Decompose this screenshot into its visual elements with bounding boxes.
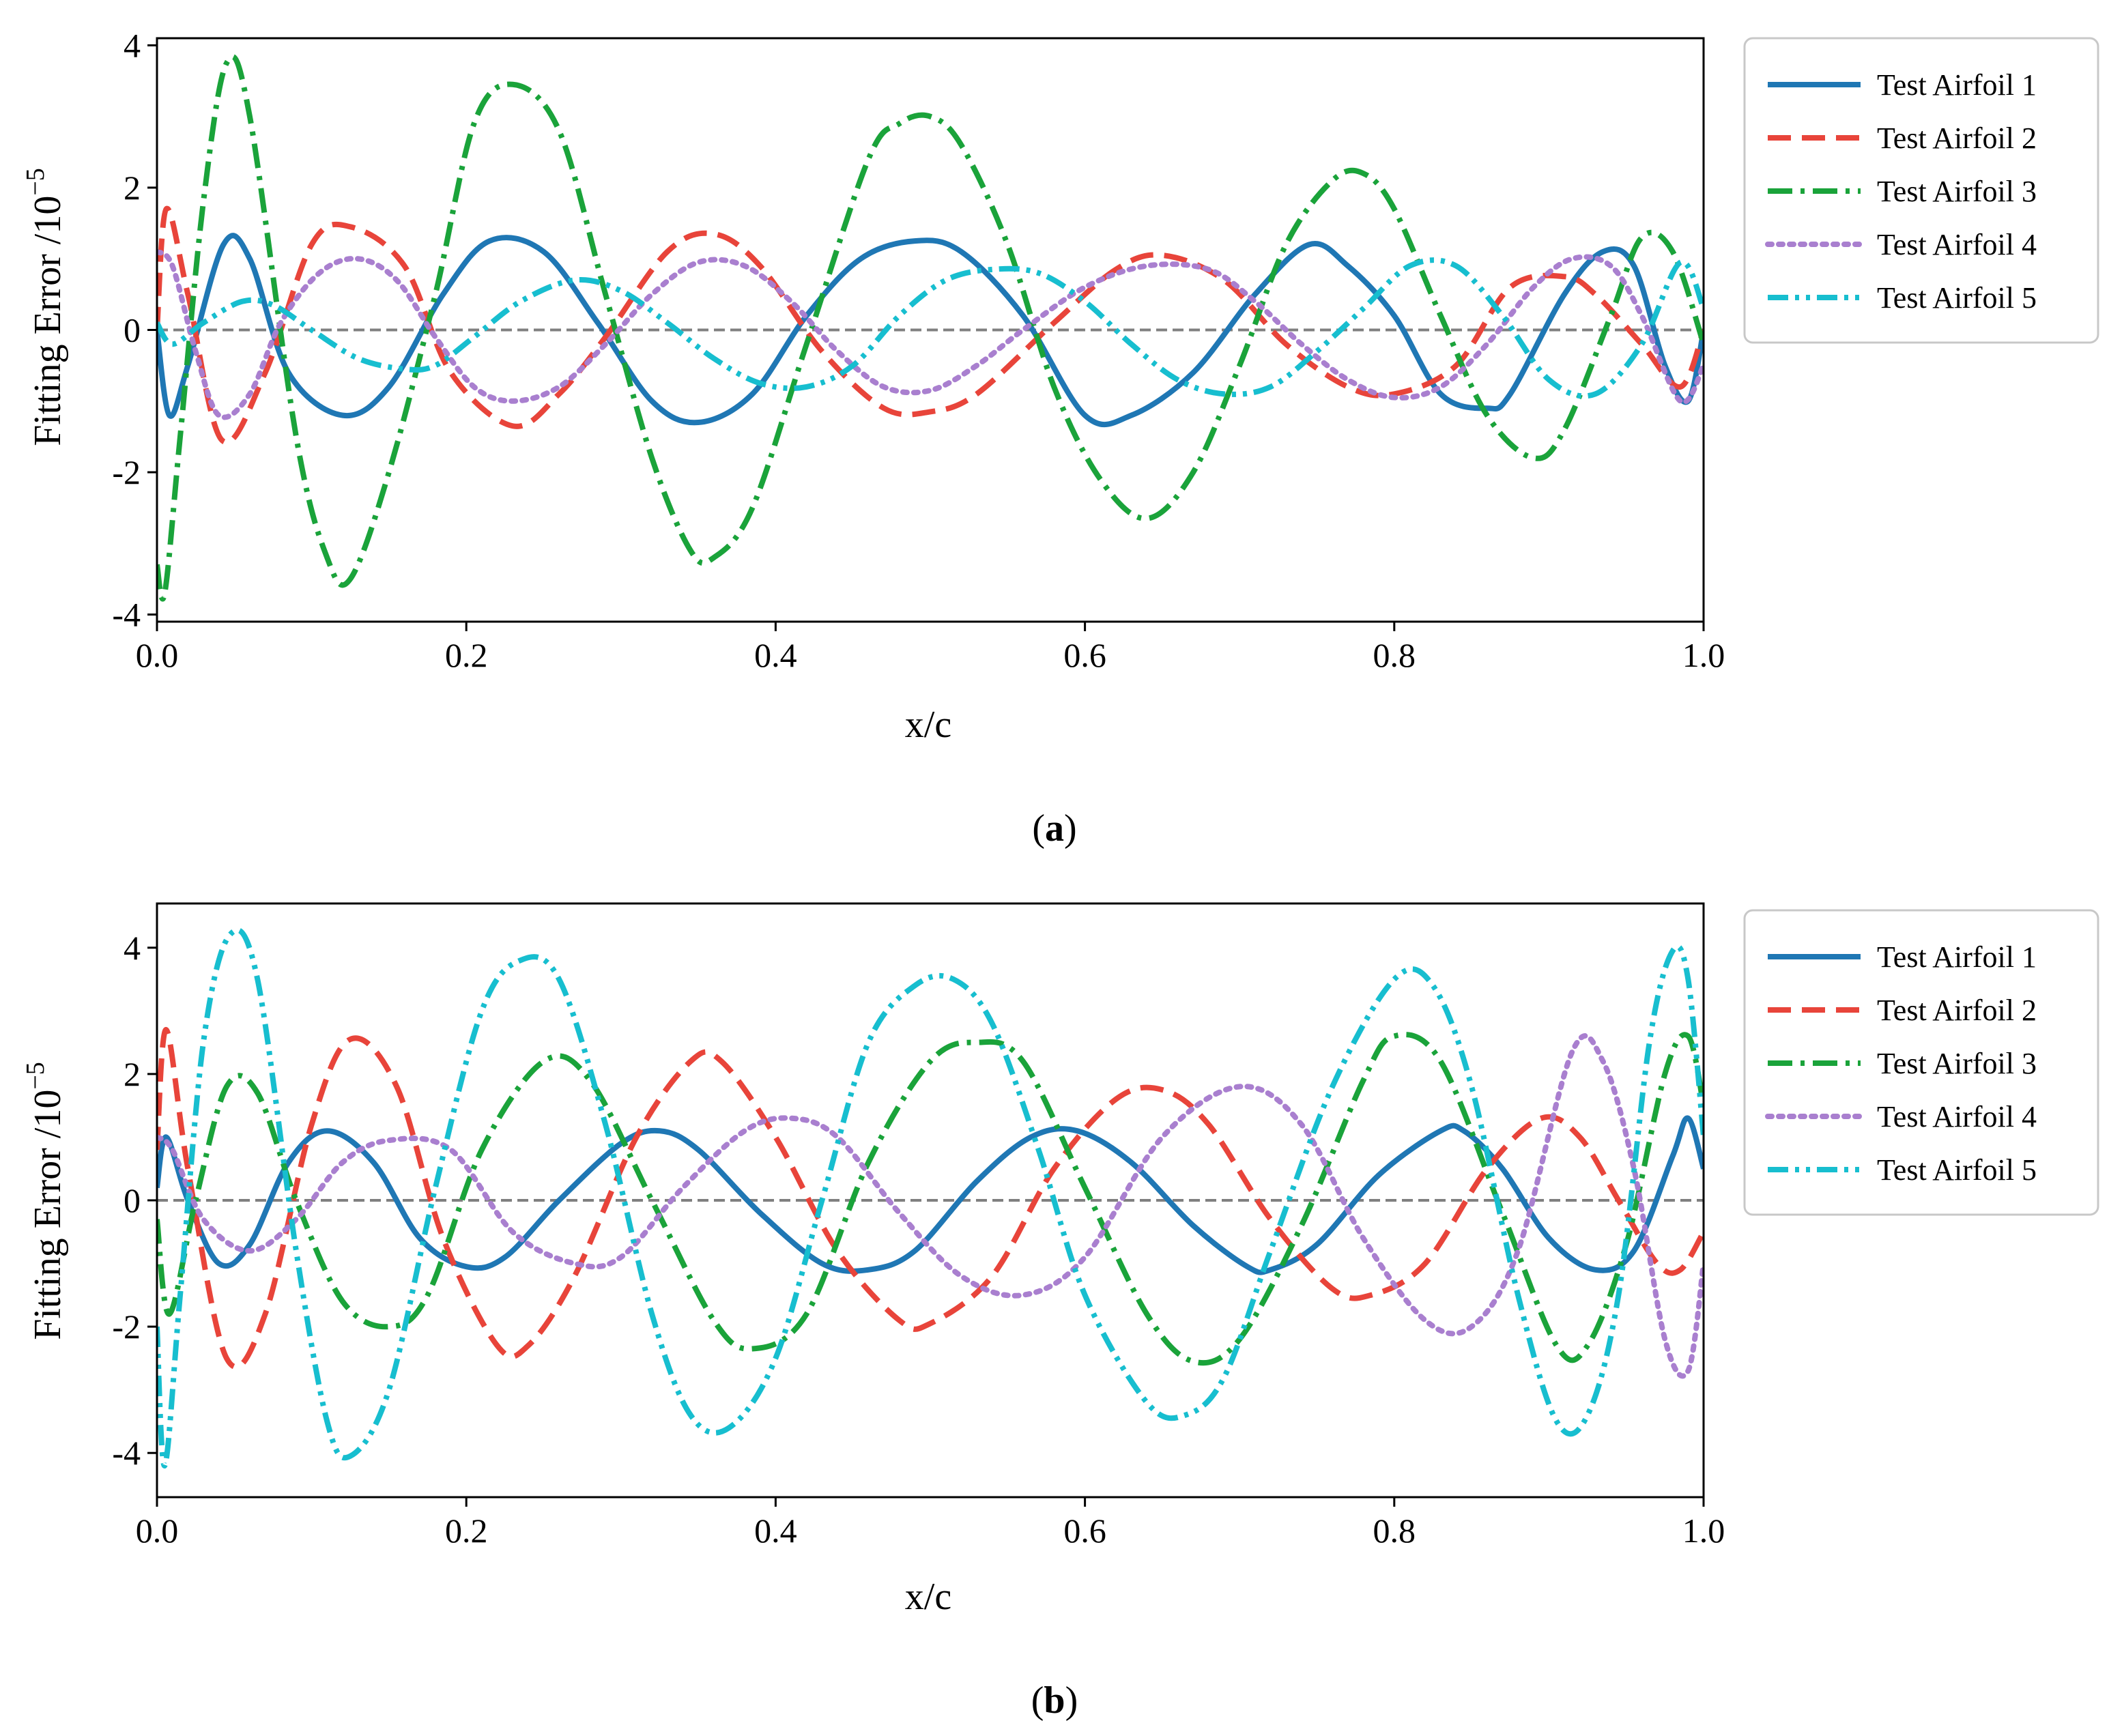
panel-b-caption: (b) xyxy=(1031,1679,1078,1722)
panel-b-plot: 0.0 0.2 0.4 0.6 0.8 1.0 -4 -2 0 2 4 xyxy=(112,902,1725,1550)
panel-a-legend: Test Airfoil 1 Test Airfoil 2 Test Airfoil… xyxy=(1743,37,2099,344)
panel-a-xlabel: x/c xyxy=(905,704,951,746)
panel-b-ylabel: Fitting Error /10−5 xyxy=(21,1062,69,1340)
legend-frame xyxy=(1743,37,2099,344)
y-tick-label: -4 xyxy=(112,596,141,634)
panel-a-caption: (a) xyxy=(1032,807,1076,850)
legend-label-1: Test Airfoil 1 xyxy=(1877,68,2037,102)
series-line-1 xyxy=(157,1115,1704,1275)
legend-label-5: Test Airfoil 5 xyxy=(1877,1153,2037,1187)
series-line-5 xyxy=(157,927,1704,1469)
legend-label-4: Test Airfoil 4 xyxy=(1877,1100,2037,1133)
x-tick-label: 0.6 xyxy=(1063,636,1106,674)
x-tick-label: 1.0 xyxy=(1682,1511,1725,1550)
y-tick-label: 2 xyxy=(124,1055,141,1093)
y-tick-label: 4 xyxy=(124,929,141,967)
series-line-5 xyxy=(157,257,1704,399)
x-tick-label: 0.4 xyxy=(754,1511,797,1550)
legend-label-3: Test Airfoil 3 xyxy=(1877,1047,2037,1080)
y-tick-label: -4 xyxy=(112,1434,141,1472)
x-tick-label: 0.6 xyxy=(1063,1511,1106,1550)
panel-a-ylabel: Fitting Error /10−5 xyxy=(21,168,69,446)
series-line-4 xyxy=(157,1033,1704,1379)
x-tick-label: 1.0 xyxy=(1682,636,1725,674)
y-tick-label: 0 xyxy=(124,311,141,349)
x-tick-label: 0.8 xyxy=(1373,636,1416,674)
legend-label-1: Test Airfoil 1 xyxy=(1877,940,2037,974)
series-lines xyxy=(157,54,1704,602)
legend-label-2: Test Airfoil 2 xyxy=(1877,121,2037,155)
x-tick-label: 0.0 xyxy=(136,636,179,674)
x-tick-label: 0.2 xyxy=(445,636,488,674)
panel-b-xlabel: x/c xyxy=(905,1576,951,1618)
panel-a: Fitting Error /10−5 0.0 0.2 0.4 0.6 0.8 1.0 -4… xyxy=(21,26,2099,850)
y-tick-label: 0 xyxy=(124,1181,141,1219)
panel-a-plot: 0.0 0.2 0.4 0.6 0.8 1.0 -4 -2 0 2 4 xyxy=(112,26,1725,674)
series-lines xyxy=(157,927,1704,1469)
x-tick-label: 0.0 xyxy=(136,1511,179,1550)
x-tick-label: 0.4 xyxy=(754,636,797,674)
series-line-1 xyxy=(157,233,1704,428)
legend-label-5: Test Airfoil 5 xyxy=(1877,281,2037,315)
y-tick-label: -2 xyxy=(112,1307,141,1346)
panel-b: Fitting Error /10−5 0.0 0.2 0.4 0.6 0.8 1.0 -4… xyxy=(21,902,2099,1722)
series-line-3 xyxy=(157,1032,1704,1366)
x-tick-label: 0.8 xyxy=(1373,1511,1416,1550)
y-tick-label: -2 xyxy=(112,453,141,491)
series-line-4 xyxy=(157,248,1704,420)
y-tick-label: 4 xyxy=(124,26,141,64)
series-line-3 xyxy=(157,54,1704,602)
legend-frame xyxy=(1743,909,2099,1216)
legend-label-3: Test Airfoil 3 xyxy=(1877,175,2037,208)
y-tick-label: 2 xyxy=(124,169,141,207)
legend-label-4: Test Airfoil 4 xyxy=(1877,228,2037,261)
legend-label-2: Test Airfoil 2 xyxy=(1877,994,2037,1027)
x-tick-label: 0.2 xyxy=(445,1511,488,1550)
panel-b-legend: Test Airfoil 1 Test Airfoil 2 Test Airfoil… xyxy=(1743,909,2099,1216)
